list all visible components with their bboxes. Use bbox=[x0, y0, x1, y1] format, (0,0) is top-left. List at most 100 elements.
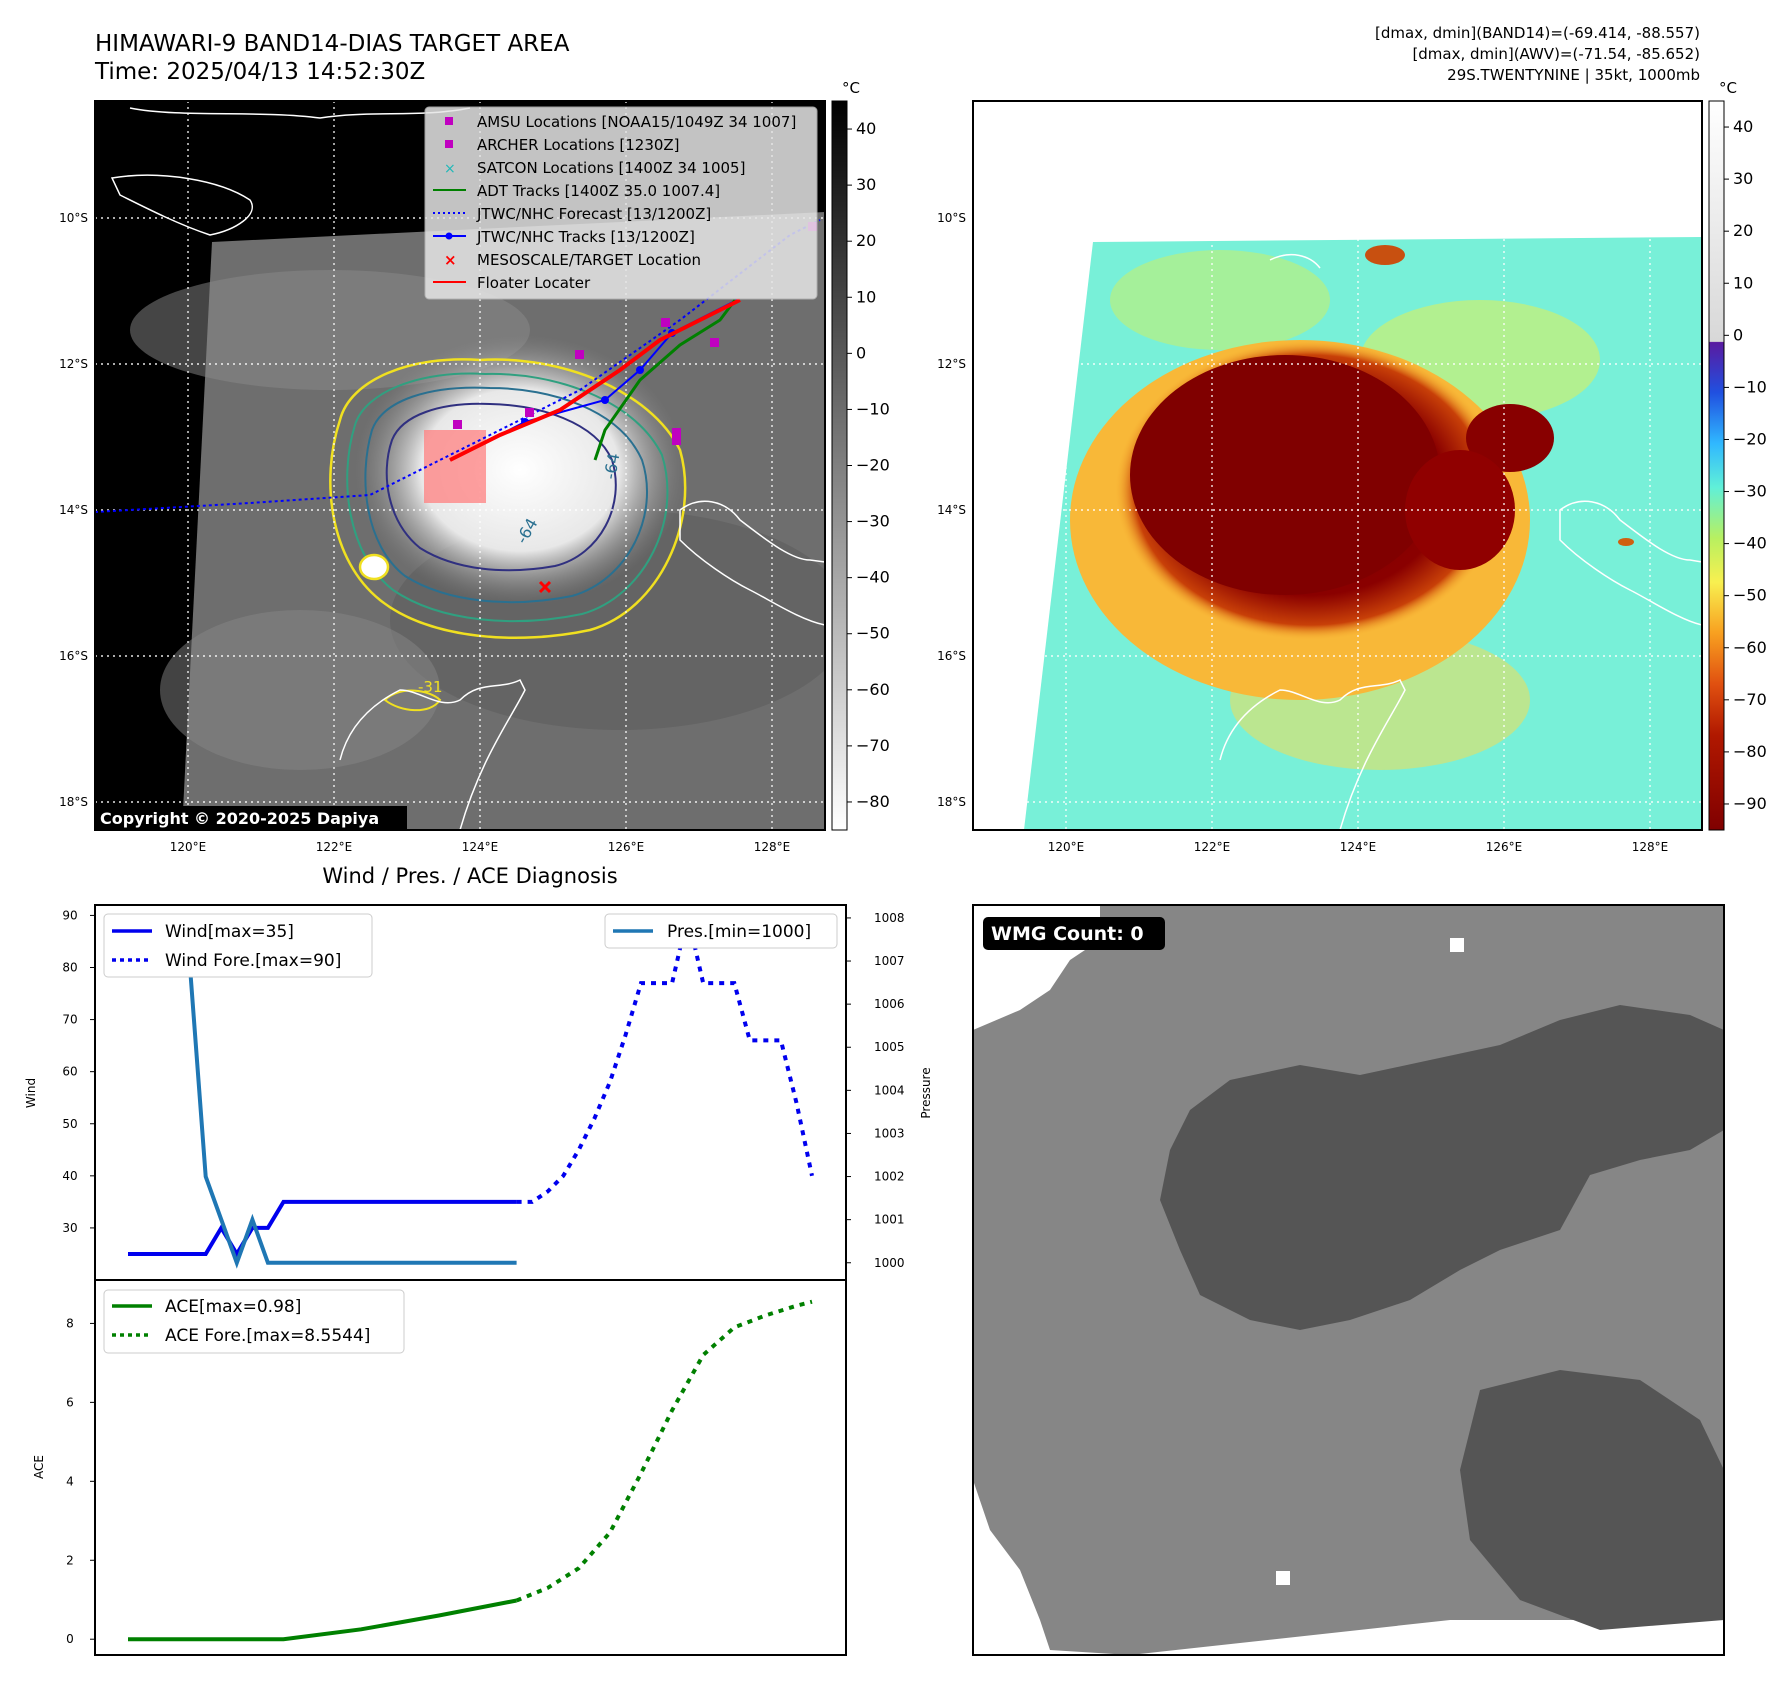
lat-label-12s: 12°S bbox=[59, 357, 88, 371]
pres-ytick-label: 1004 bbox=[874, 1083, 905, 1097]
colorbar-right-tick-label: −70 bbox=[1733, 690, 1767, 709]
wind-ytick-label: 30 bbox=[62, 1221, 77, 1235]
wind-axis-label: Wind bbox=[24, 1078, 38, 1108]
pressure-axis-label: Pressure bbox=[919, 1067, 933, 1118]
lon-label-128e: 128°E bbox=[754, 840, 791, 854]
coastline-timor bbox=[110, 174, 253, 236]
rlon-label-124e: 124°E bbox=[1340, 840, 1377, 854]
colorbar-right-unit: °C bbox=[1719, 79, 1737, 97]
ace-ytick-label: 2 bbox=[66, 1553, 74, 1567]
floater-track-line bbox=[449, 298, 741, 462]
ace-legend: ACE[max=0.98] ACE Fore.[max=8.5544] bbox=[103, 1289, 405, 1354]
lon-label-120e: 120°E bbox=[170, 840, 207, 854]
legend-forecast: JTWC/NHC Forecast [13/1200Z] bbox=[476, 205, 711, 223]
pres-ytick-label: 1002 bbox=[874, 1170, 905, 1184]
colorbar-right-tick-label: −50 bbox=[1733, 586, 1767, 605]
colorbar-left-tick-label: 10 bbox=[856, 287, 876, 306]
lon-label-126e: 126°E bbox=[608, 840, 645, 854]
colorbar-right-tick-label: −40 bbox=[1733, 534, 1767, 553]
lon-label-124e: 124°E bbox=[462, 840, 499, 854]
legend-pres: Pres.[min=1000] bbox=[667, 922, 811, 942]
contour-green bbox=[346, 372, 669, 623]
contour-yellow bbox=[329, 358, 687, 639]
band14-colorbar: °C 40 30 20 10 0 −10 −20 −30 −40 −50 −60 −70 −80 bbox=[831, 79, 890, 831]
colorbar-left-tick-label: −80 bbox=[856, 792, 890, 811]
legend-marker-mesoscale: × bbox=[444, 251, 457, 269]
rlon-label-120e: 120°E bbox=[1048, 840, 1085, 854]
ace-series-line-1 bbox=[515, 1299, 813, 1603]
wmg-panel: WMG Count: 0 bbox=[972, 904, 1725, 1656]
lat-label-16s: 16°S bbox=[59, 649, 88, 663]
contour-label-3: -31 bbox=[418, 678, 443, 696]
colorbar-left-tick-label: −50 bbox=[856, 624, 890, 643]
colorbar-left-tick-label: −70 bbox=[856, 736, 890, 755]
colorbar-left-tick-label: 0 bbox=[856, 343, 866, 362]
wmg-pixel bbox=[1450, 938, 1464, 952]
ace-ytick-label: 0 bbox=[66, 1632, 74, 1646]
legend-floater: Floater Locater bbox=[477, 274, 591, 292]
jtwc-forecast-line bbox=[95, 219, 821, 513]
copyright-label: Copyright © 2020-2025 Dapiya bbox=[100, 809, 379, 828]
legend-marker-archer bbox=[445, 140, 453, 148]
wind-series-line-0 bbox=[128, 1199, 517, 1258]
colorbar-right-tick-label: −60 bbox=[1733, 638, 1767, 657]
colorbar-right-tick-label: −10 bbox=[1733, 377, 1767, 396]
legend-ace-fore: ACE Fore.[max=8.5544] bbox=[165, 1326, 370, 1346]
colorbar-left-tick-label: 30 bbox=[856, 175, 876, 194]
rlat-label-14s: 14°S bbox=[937, 503, 966, 517]
wind-pressure-panel: 90 80 70 60 50 40 30 1008 1007 1006 1005 1004 1003 1… bbox=[24, 904, 933, 1281]
lat-label-14s: 14°S bbox=[59, 503, 88, 517]
colorbar-left-tick-label: 40 bbox=[856, 119, 876, 138]
awv-colorbar: °C 40 30 20 10 0 −10 −20 −30 −40 −50 −60 −70 −80 −90 bbox=[1708, 79, 1767, 831]
rlon-label-128e: 128°E bbox=[1632, 840, 1669, 854]
map-legend: AMSU Locations [NOAA15/1049Z 34 1007] AR… bbox=[424, 106, 818, 300]
rlon-label-122e: 122°E bbox=[1194, 840, 1231, 854]
contour-teal bbox=[364, 386, 648, 604]
colorbar-right-tick-label: 40 bbox=[1733, 117, 1753, 136]
diagnosis-title: Wind / Pres. / ACE Diagnosis bbox=[322, 864, 617, 888]
wind-series-line-1 bbox=[516, 914, 814, 1204]
target-area-box bbox=[424, 430, 486, 503]
lat-label-18s: 18°S bbox=[59, 795, 88, 809]
ace-ytick-label: 4 bbox=[66, 1474, 74, 1488]
pres-ytick-label: 1005 bbox=[874, 1040, 905, 1054]
rlat-label-18s: 18°S bbox=[937, 795, 966, 809]
legend-marker-amsu bbox=[445, 117, 453, 125]
colorbar-right-tick-label: −80 bbox=[1733, 742, 1767, 761]
colorbar-left-tick-label: 20 bbox=[856, 231, 876, 250]
rlat-label-16s: 16°S bbox=[937, 649, 966, 663]
contour-label-2: -64 bbox=[600, 452, 623, 481]
dmax-band14: [dmax, dmin](BAND14)=(-69.414, -88.557) bbox=[1375, 24, 1700, 42]
ace-axis-label: ACE bbox=[32, 1455, 46, 1479]
wmg-dark-region-south bbox=[1460, 1370, 1724, 1630]
colorbar-right-tick-label: 20 bbox=[1733, 221, 1753, 240]
wmg-count-label: WMG Count: 0 bbox=[991, 923, 1144, 945]
wind-ytick-label: 50 bbox=[62, 1117, 77, 1131]
colorbar-left-tick-label: −20 bbox=[856, 456, 890, 475]
contour-navy bbox=[385, 402, 617, 572]
coastline-north bbox=[129, 107, 471, 119]
colorbar-right-tick-label: −30 bbox=[1733, 482, 1767, 501]
legend-mesoscale: MESOSCALE/TARGET Location bbox=[477, 251, 701, 269]
pres-ytick-label: 1008 bbox=[874, 911, 905, 925]
legend-satcon: SATCON Locations [1400Z 34 1005] bbox=[477, 159, 745, 177]
wind-ytick-label: 80 bbox=[62, 961, 77, 975]
mesoscale-marker bbox=[538, 580, 552, 594]
legend-marker-satcon: × bbox=[444, 161, 456, 177]
wmg-pixel-2 bbox=[1276, 1571, 1290, 1585]
storm-info: 29S.TWENTYNINE | 35kt, 1000mb bbox=[1447, 66, 1700, 84]
pres-ytick-label: 1006 bbox=[874, 997, 905, 1011]
wmg-count-box bbox=[983, 917, 1165, 950]
band14-map-panel: -64 -64 -31 AMSU Locations [NOAA15/1049Z… bbox=[59, 100, 826, 854]
figure-title: HIMAWARI-9 BAND14-DIAS TARGET AREA bbox=[95, 31, 570, 57]
colorbar-right-tick-label: 0 bbox=[1733, 325, 1743, 344]
wind-series-line-2 bbox=[126, 916, 517, 1269]
ace-ytick-label: 6 bbox=[66, 1395, 74, 1409]
wind-ytick-label: 40 bbox=[62, 1169, 77, 1183]
legend-wind-fore: Wind Fore.[max=90] bbox=[165, 951, 341, 971]
ace-panel: 8 6 4 2 0 ACE ACE[max=0.98] ACE Fore.[max=8.… bbox=[32, 1279, 847, 1656]
ace-ytick-label: 8 bbox=[66, 1316, 74, 1330]
colorbar-right-tick-label: 10 bbox=[1733, 273, 1753, 292]
ace-series-line-0 bbox=[128, 1598, 517, 1642]
